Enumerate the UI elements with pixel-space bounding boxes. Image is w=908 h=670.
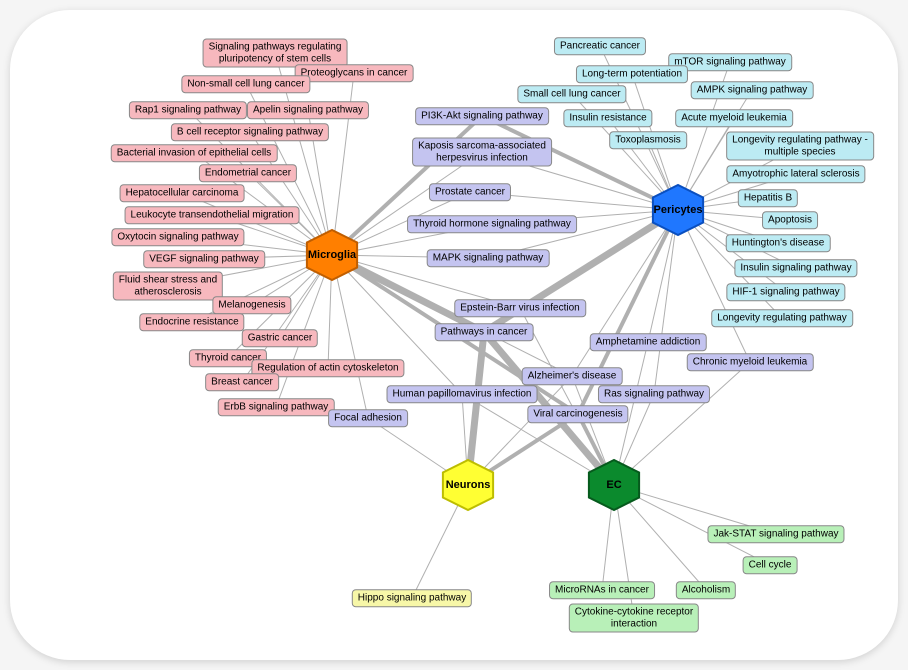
pathway-cyto[interactable]: Cytokine-cytokine receptor interaction (569, 604, 699, 633)
pathway-fss[interactable]: Fluid shear stress and atherosclerosis (113, 272, 223, 301)
pathway-ebv[interactable]: Epstein-Barr virus infection (454, 299, 586, 317)
pathway-cml[interactable]: Chronic myeloid leukemia (687, 353, 814, 371)
hub-pericytes[interactable]: Pericytes (647, 183, 709, 237)
hub-label: EC (606, 479, 621, 491)
pathway-kaposi[interactable]: Kaposis sarcoma-associated herpesvirus i… (412, 138, 552, 167)
pathway-oxytocin[interactable]: Oxytocin signaling pathway (111, 228, 244, 246)
pathway-gastric[interactable]: Gastric cancer (242, 329, 318, 347)
pathway-prostate[interactable]: Prostate cancer (429, 183, 511, 201)
pathway-erbb[interactable]: ErbB signaling pathway (218, 398, 335, 416)
pathway-nsc-lung[interactable]: Non-small cell lung cancer (181, 75, 310, 93)
hub-ec[interactable]: EC (583, 458, 645, 512)
pathway-hippo[interactable]: Hippo signaling pathway (352, 589, 472, 607)
pathway-panc[interactable]: Pancreatic cancer (554, 37, 646, 55)
pathway-rap1[interactable]: Rap1 signaling pathway (129, 101, 247, 119)
pathway-longev-ms[interactable]: Longevity regulating pathway - multiple … (726, 132, 874, 161)
hub-label: Microglia (308, 249, 356, 261)
pathway-ins-sig[interactable]: Insulin signaling pathway (734, 259, 857, 277)
pathway-insres[interactable]: Insulin resistance (563, 109, 652, 127)
pathway-endom[interactable]: Endometrial cancer (199, 164, 297, 182)
pathway-bcell[interactable]: B cell receptor signaling pathway (171, 123, 329, 141)
pathway-thr-horm[interactable]: Thyroid hormone signaling pathway (407, 215, 577, 233)
pathway-als[interactable]: Amyotrophic lateral sclerosis (726, 165, 865, 183)
pathway-longev[interactable]: Longevity regulating pathway (711, 309, 853, 327)
pathway-apop[interactable]: Apoptosis (762, 211, 818, 229)
pathway-hpv[interactable]: Human papillomavirus infection (387, 385, 538, 403)
pathway-pi3k[interactable]: PI3K-Akt signaling pathway (415, 107, 549, 125)
hub-label: Neurons (446, 479, 491, 491)
pathway-alcohol[interactable]: Alcoholism (676, 581, 736, 599)
pathway-mir[interactable]: MicroRNAs in cancer (549, 581, 655, 599)
pathway-hepat[interactable]: Hepatocellular carcinoma (120, 184, 245, 202)
network-diagram: Microglia Pericytes Neurons EC Signaling pat… (10, 10, 898, 660)
pathway-endo-res[interactable]: Endocrine resistance (139, 313, 244, 331)
pathway-aml[interactable]: Acute myeloid leukemia (675, 109, 793, 127)
pathway-vegf[interactable]: VEGF signaling pathway (143, 250, 265, 268)
pathway-ltp[interactable]: Long-term potentiation (576, 65, 688, 83)
pathway-bact-inv[interactable]: Bacterial invasion of epithelial cells (111, 144, 278, 162)
hub-neurons[interactable]: Neurons (437, 458, 499, 512)
pathway-mapk[interactable]: MAPK signaling pathway (427, 249, 550, 267)
hub-label: Pericytes (654, 204, 703, 216)
pathway-pic[interactable]: Pathways in cancer (435, 323, 534, 341)
pathway-amph[interactable]: Amphetamine addiction (590, 333, 707, 351)
pathway-ras[interactable]: Ras signaling pathway (598, 385, 710, 403)
pathway-proteog[interactable]: Proteoglycans in cancer (295, 64, 414, 82)
pathway-ampk[interactable]: AMPK signaling pathway (691, 81, 814, 99)
pathway-apelin[interactable]: Apelin signaling pathway (247, 101, 369, 119)
pathway-toxo[interactable]: Toxoplasmosis (609, 131, 687, 149)
pathway-hepb[interactable]: Hepatitis B (738, 189, 798, 207)
pathway-leuk-trans[interactable]: Leukocyte transendothelial migration (125, 206, 300, 224)
pathway-alz[interactable]: Alzheimer's disease (522, 367, 623, 385)
hub-microglia[interactable]: Microglia (301, 228, 363, 282)
pathway-hunt[interactable]: Huntington's disease (726, 234, 831, 252)
pathway-cellcycle[interactable]: Cell cycle (743, 556, 798, 574)
pathway-jak[interactable]: Jak-STAT signaling pathway (707, 525, 844, 543)
pathway-focal[interactable]: Focal adhesion (328, 409, 408, 427)
pathway-melano[interactable]: Melanogenesis (212, 296, 291, 314)
pathway-sig-stem[interactable]: Signaling pathways regulating pluripoten… (203, 39, 348, 68)
pathway-hif1[interactable]: HIF-1 signaling pathway (726, 283, 845, 301)
pathway-viral[interactable]: Viral carcinogenesis (527, 405, 628, 423)
pathway-breast[interactable]: Breast cancer (205, 373, 279, 391)
pathway-sclc[interactable]: Small cell lung cancer (517, 85, 626, 103)
